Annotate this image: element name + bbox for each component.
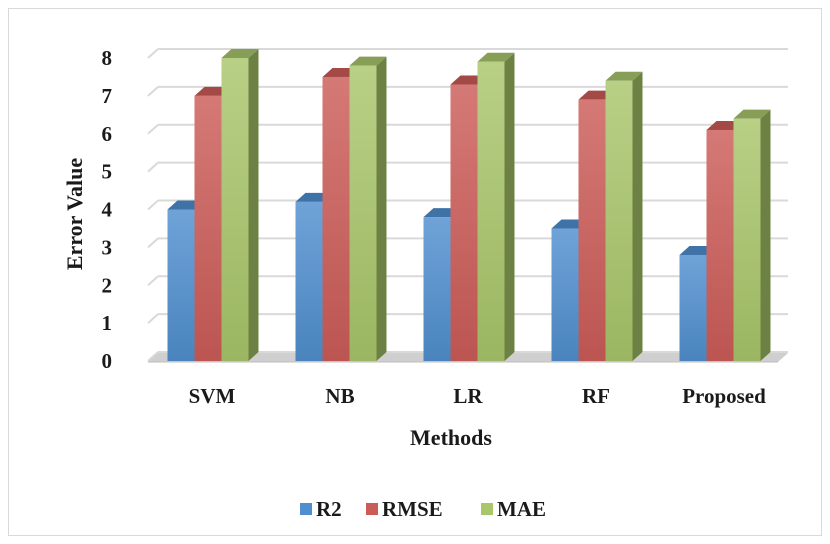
bar-side (504, 52, 515, 361)
bar-top (349, 56, 387, 66)
gridline-side (147, 313, 159, 324)
bar-front (349, 65, 377, 361)
bar-top (605, 71, 643, 81)
y-tick-label: 4 (102, 198, 113, 222)
bar-top (477, 52, 515, 62)
legend-item-mae: MAE (481, 497, 546, 521)
legend: R2 RMSE MAE (300, 497, 546, 521)
y-axis-title: Error Value (62, 158, 87, 270)
gridline-side (147, 48, 159, 59)
bar-mae-proposed (733, 109, 771, 361)
bar-mae-lr (477, 52, 515, 361)
legend-swatch (366, 503, 378, 515)
bar-side (376, 56, 387, 361)
x-category-label: LR (453, 384, 483, 408)
gridline-side (147, 199, 159, 211)
bar-mae-svm (221, 49, 259, 361)
y-tick-label: 8 (102, 46, 113, 70)
legend-label: RMSE (382, 497, 443, 521)
gridline-side (147, 124, 159, 135)
bar-side (760, 109, 771, 361)
x-axis-title: Methods (410, 425, 492, 450)
x-category-label: SVM (189, 384, 236, 408)
bar-front (450, 84, 478, 361)
bar-mae-nb (349, 56, 387, 361)
bar-front (477, 61, 505, 361)
legend-swatch (481, 503, 493, 515)
bar-front (706, 129, 734, 361)
legend-item-r2: R2 (300, 497, 342, 521)
gridline-side (147, 86, 159, 97)
x-category-label: Proposed (682, 384, 766, 408)
bar-front (733, 118, 761, 361)
legend-item-rmse: RMSE (366, 497, 443, 521)
y-tick-label: 1 (102, 311, 113, 335)
y-tick-label: 6 (102, 122, 113, 146)
bar-front (194, 95, 222, 361)
y-tick-label: 7 (102, 84, 113, 108)
bar-front (578, 99, 606, 361)
bar-front (423, 217, 451, 361)
y-tick-label: 3 (102, 235, 113, 259)
legend-label: MAE (497, 497, 546, 521)
y-tick-label: 0 (102, 349, 113, 373)
bar-side (248, 49, 259, 361)
y-tick-label: 5 (102, 160, 113, 184)
bar-side (632, 71, 643, 361)
bar-front (605, 80, 633, 361)
bar-top (733, 109, 771, 119)
gridline-side (147, 275, 159, 286)
legend-label: R2 (316, 497, 342, 521)
y-tick-label: 2 (102, 273, 113, 297)
gridline-side (147, 237, 159, 249)
legend-swatch (300, 503, 312, 515)
bar-front (679, 254, 707, 361)
bar-mae-rf (605, 71, 643, 361)
bar-front (167, 209, 195, 361)
bar-front (295, 201, 323, 361)
x-category-label: RF (582, 384, 610, 408)
bar-front (322, 76, 350, 361)
bar-front (551, 228, 579, 361)
gridline-side (147, 351, 159, 362)
x-category-labels: SVM NB LR RF Proposed (189, 384, 766, 408)
y-tick-labels: 0 1 2 3 4 5 6 7 8 (102, 46, 113, 373)
gridline-side (147, 161, 159, 173)
bar-top (221, 49, 259, 58)
bars (167, 49, 771, 362)
x-category-label: NB (325, 384, 354, 408)
bar-front (221, 58, 249, 361)
